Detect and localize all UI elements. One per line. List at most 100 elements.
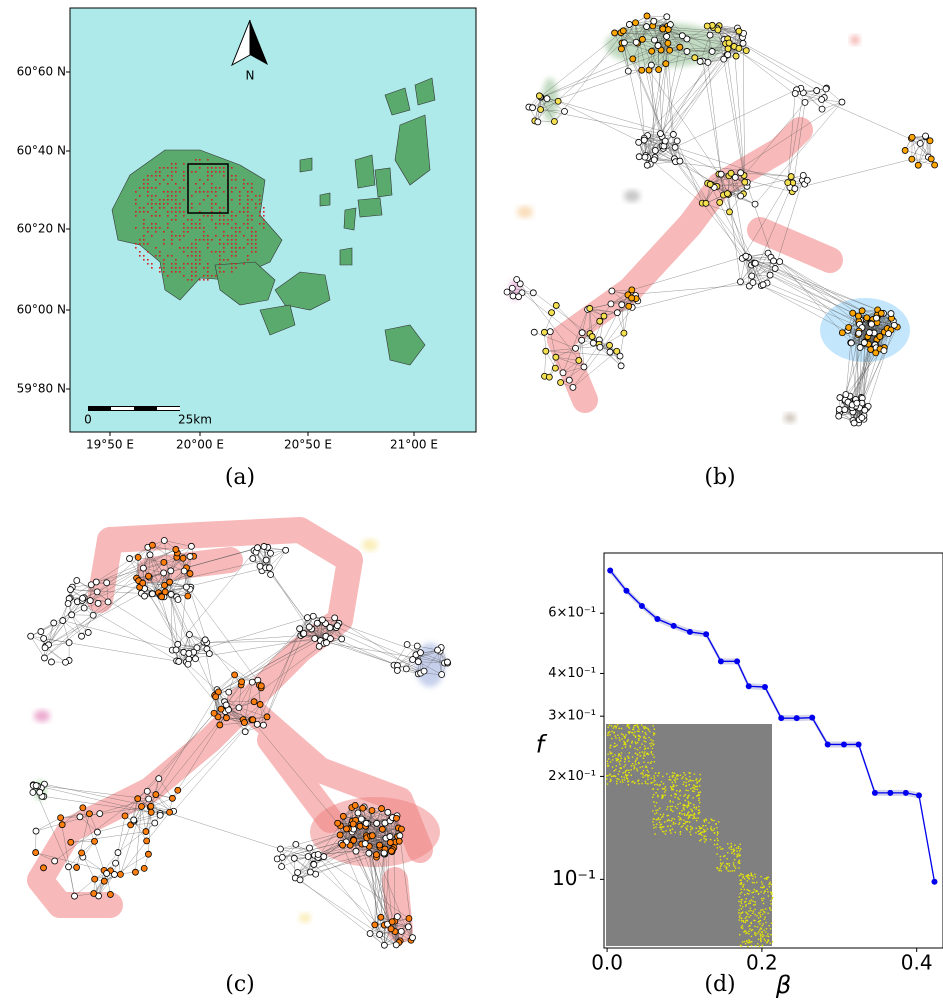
inset-cell <box>673 779 676 782</box>
inset-cell <box>610 725 613 727</box>
sample-point <box>247 195 249 197</box>
edge <box>369 933 397 946</box>
node <box>683 48 691 55</box>
inset-cell <box>730 848 732 851</box>
sample-point <box>263 227 265 229</box>
inset-cell <box>761 883 764 885</box>
node <box>41 654 48 662</box>
inset-cell <box>757 912 760 914</box>
scale-bar <box>157 407 180 410</box>
inset-cell <box>766 888 768 890</box>
inset-cell <box>620 757 622 759</box>
node <box>813 87 821 94</box>
inset <box>606 724 774 948</box>
inset-cell <box>738 912 740 914</box>
inset-cell <box>663 821 666 823</box>
captions: (a) (b)(c) (d) <box>225 465 736 997</box>
node <box>589 339 597 347</box>
node <box>94 828 101 836</box>
node <box>58 821 66 829</box>
node <box>841 406 849 414</box>
sample-point <box>247 223 249 225</box>
node <box>210 709 218 717</box>
node <box>818 96 826 103</box>
sample-point <box>175 271 177 273</box>
inset-cell <box>662 783 665 785</box>
edge <box>437 649 442 675</box>
inset-cell <box>653 728 656 730</box>
inset-cell <box>743 940 746 943</box>
inset-cell <box>725 866 728 868</box>
sample-point <box>143 255 145 257</box>
inset-cell <box>672 788 675 791</box>
sample-point <box>175 259 177 261</box>
edge <box>366 837 385 854</box>
sample-point <box>251 243 253 245</box>
inset-cell <box>684 814 686 817</box>
inset-cell <box>687 796 689 799</box>
node <box>326 624 334 632</box>
edge <box>743 175 774 262</box>
inset-cell <box>669 800 671 802</box>
inset-cell <box>647 783 649 785</box>
sample-point <box>223 259 225 261</box>
node <box>238 678 246 686</box>
node <box>65 863 72 871</box>
sample-point <box>183 267 185 269</box>
edge <box>33 784 152 813</box>
sample-point <box>167 275 169 277</box>
inset-cell <box>690 779 692 782</box>
node <box>250 698 258 706</box>
edge <box>117 822 155 853</box>
sample-point <box>243 207 245 209</box>
edge <box>674 158 755 264</box>
inset-cell <box>671 817 674 820</box>
edge <box>319 857 380 935</box>
inset-cell <box>738 874 740 877</box>
sample-point <box>251 219 253 221</box>
node <box>643 12 651 20</box>
inset-cell <box>756 890 759 892</box>
inset-cell <box>682 823 685 825</box>
inset-cell <box>607 763 609 765</box>
inset-cell <box>623 735 625 738</box>
sample-point <box>211 199 213 201</box>
inset-cell <box>671 788 673 790</box>
node <box>735 27 743 35</box>
y-tick-label: 10⁻¹ <box>552 866 596 890</box>
edge <box>189 634 253 683</box>
inset-cell <box>748 933 750 935</box>
inset-cell <box>609 744 612 747</box>
sample-point <box>147 187 149 189</box>
edge <box>35 852 105 871</box>
inset-cell <box>636 748 639 751</box>
map: N 0 25km <box>69 7 477 433</box>
sample-point <box>231 251 233 253</box>
node <box>260 721 267 729</box>
inset-cell <box>631 781 633 783</box>
node <box>32 827 40 835</box>
node <box>117 870 124 878</box>
sample-point <box>191 243 193 245</box>
inset-bg <box>606 724 772 946</box>
inset-cell <box>699 833 701 835</box>
inset-cell <box>672 774 675 777</box>
inset-cell <box>621 776 623 778</box>
inset-cell <box>677 797 679 799</box>
node <box>104 598 112 606</box>
edge <box>170 594 190 635</box>
sample-point <box>151 207 153 209</box>
lat-label: 60°40 N <box>17 144 66 158</box>
inset-cell <box>744 921 747 924</box>
sample-point <box>147 175 149 177</box>
sample-point <box>199 263 201 265</box>
inset-cell <box>609 780 611 783</box>
edge <box>661 47 681 137</box>
inset-cell <box>609 778 612 781</box>
inset-cell <box>698 825 700 828</box>
inset-cell <box>636 741 639 744</box>
inset-cell <box>762 902 765 905</box>
inset-cell <box>705 824 707 827</box>
sample-point <box>155 255 157 257</box>
node <box>409 934 416 941</box>
